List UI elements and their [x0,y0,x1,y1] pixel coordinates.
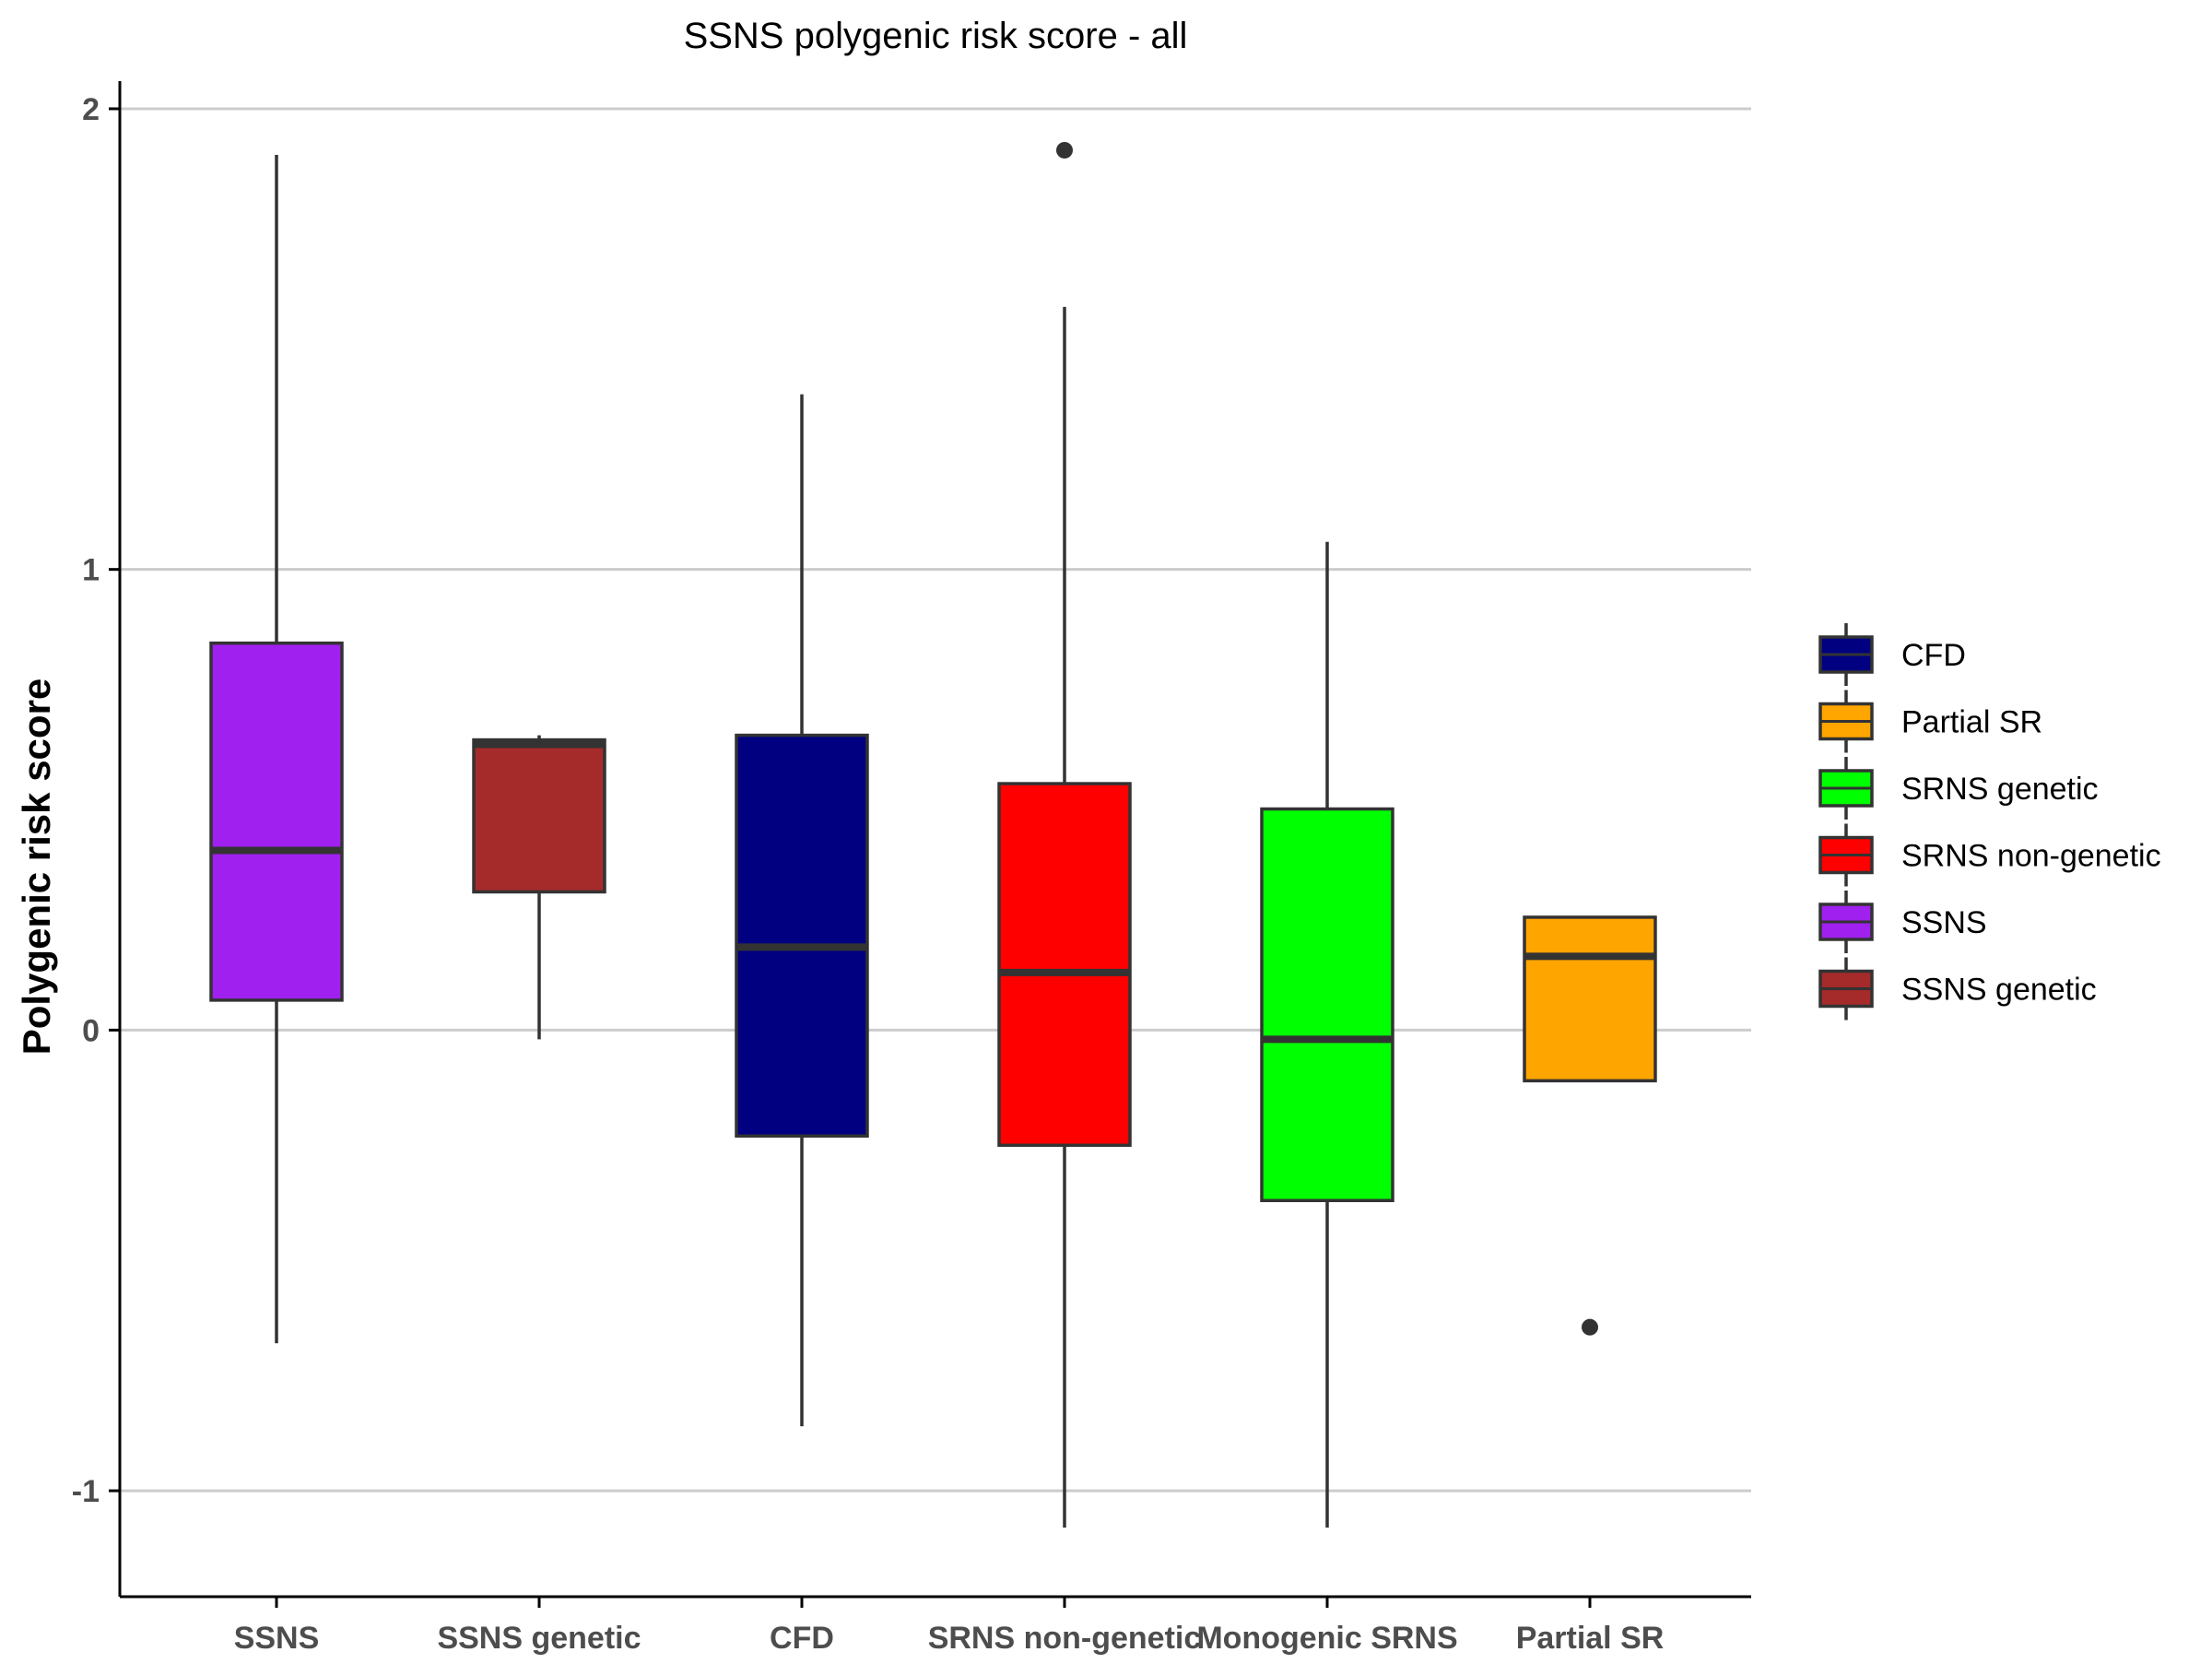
legend-label: SRNS genetic [1901,772,2099,807]
outlier-point [1056,141,1073,159]
legend: CFD Partial SR SRNS genetic SRNS non-geneti… [1818,623,2161,1021]
x-tick-label: SRNS non-genetic [928,1621,1202,1656]
legend-label: SRNS non-genetic [1901,839,2161,874]
box [735,733,869,1139]
box-group [209,154,344,1344]
legend-label: SSNS [1901,905,1987,940]
box [997,782,1132,1148]
legend-item: SRNS genetic [1818,757,2099,820]
legend-label: Partial SR [1901,705,2042,740]
legend-item: Partial SR [1818,690,2042,753]
x-tick-label: SSNS genetic [437,1621,641,1656]
legend-item: SSNS genetic [1818,957,2097,1021]
y-tick-label: -1 [72,1474,100,1509]
axes: 2 1 0 -1 SSNS SSNS genetic CFD SRNS non-genetic… [72,81,1751,1656]
box [1260,807,1394,1203]
box [209,641,344,1002]
y-axis-label: Polygenic risk score [15,679,58,1056]
y-tick-label: 0 [82,1013,100,1048]
x-tick-label: SSNS [234,1621,320,1656]
box-group [997,141,1132,1528]
legend-label: CFD [1901,638,1966,673]
boxes [209,141,1657,1528]
gridlines [120,107,1751,1493]
x-tick-label: Partial SR [1516,1621,1665,1656]
box-group [735,394,869,1427]
legend-label: SSNS genetic [1901,973,2097,1008]
y-tick-label: 1 [82,553,100,588]
box-group [1260,541,1394,1528]
box-group [1523,915,1657,1336]
legend-item: SRNS non-genetic [1818,823,2161,887]
legend-item: SSNS [1818,891,1987,953]
box [1523,915,1657,1083]
box [472,738,606,894]
box-group [472,735,606,1040]
y-tick-label: 2 [82,92,100,127]
outlier-point [1582,1318,1598,1336]
chart-title: SSNS polygenic risk score - all [684,16,1188,56]
x-tick-label: Monogenic SRNS [1196,1621,1457,1656]
x-tick-label: CFD [770,1621,834,1656]
legend-item: CFD [1818,623,1966,686]
